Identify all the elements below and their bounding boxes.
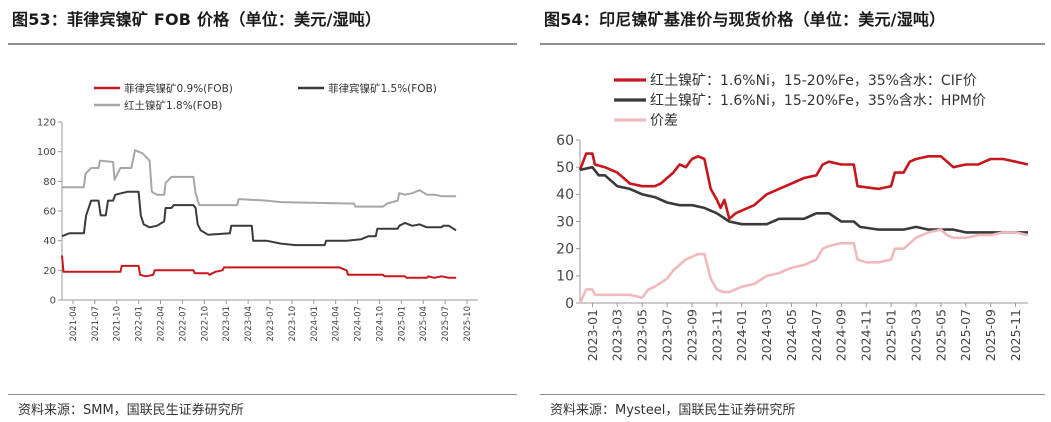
x-tick-label: 2022-01 [135,306,145,342]
x-tick-label: 2024-01 [734,309,749,361]
x-tick-label: 2022-07 [178,306,188,342]
x-tick-label: 2025-03 [908,309,923,361]
legend-label: 红土镍矿：1.6%Ni，15-20%Fe，35%含水：HPM价 [650,93,986,109]
figure-54-title: 图54：印尼镍矿基准价与现货价格（单位：美元/湿吨） [544,10,946,29]
title-divider [8,43,517,45]
series-line-2 [61,190,457,247]
y-tick-label: 10 [556,269,574,285]
x-tick-label: 2021-07 [91,306,101,342]
y-tick-label: 80 [43,177,56,188]
figure-53-source: 资料来源：SMM，国联民生证券研究所 [18,403,244,418]
figure-54-source: 资料来源：Mysteel，国联民生证券研究所 [550,403,796,418]
x-tick-label: 2025-09 [983,309,998,361]
series-line-1 [61,255,457,279]
source-divider [540,394,1045,395]
x-tick-label: 2023-01 [222,306,232,342]
x-tick-label: 2023-04 [244,306,254,342]
y-tick-label: 30 [556,214,574,230]
x-tick-label: 2023-09 [684,309,699,361]
x-tick-label: 2024-07 [354,306,364,342]
series-line-3 [62,149,457,208]
x-tick-label: 2023-05 [635,309,650,361]
title-divider [540,43,1045,45]
series-line-1 [578,152,1029,221]
y-tick-label: 40 [556,187,574,203]
y-tick-label: 60 [556,133,574,149]
indonesia-benchmark-spot-chart: 0 10 20 30 40 50 60 2023-01 2023-03 2023-05 2023-0… [556,73,1029,361]
series-line-2 [579,165,1028,234]
x-tick-label: 2024-04 [332,306,342,342]
y-tick-label: 100 [37,147,56,158]
x-tick-label: 2023-11 [709,309,724,361]
x-tick-label: 2023-03 [610,309,625,361]
philippines-fob-chart: 0 20 40 60 80 100 120 2021-04 2021-07 2021-10 2022… [37,82,478,342]
x-tick-label: 2022-04 [157,306,167,342]
y-tick-label: 120 [37,118,56,129]
x-tick-label: 2024-01 [310,306,320,342]
x-tick-label: 2023-10 [288,306,298,342]
x-tick-label: 2025-05 [933,309,948,361]
y-tick-label: 0 [565,296,574,312]
x-tick-label: 2024-09 [834,309,849,361]
y-tick-label: 60 [43,207,56,218]
legend-label: 菲律宾镍矿1.5%(FOB) [328,82,437,95]
x-tick-label: 2025-07 [958,309,973,361]
y-tick-label: 20 [43,266,56,277]
figure-53-title: 图53：菲律宾镍矿 FOB 价格（单位：美元/湿吨） [12,10,382,29]
legend-label: 红土镍矿1.8%(FOB) [124,99,222,112]
x-tick-label: 2025-01 [397,306,407,342]
legend-label: 红土镍矿：1.6%Ni，15-20%Fe，35%含水：CIF价 [650,73,977,89]
x-tick-label: 2023-07 [266,306,276,342]
x-tick-label: 2022-10 [200,306,210,342]
x-tick-label: 2025-10 [463,306,473,342]
x-tick-label: 2023-07 [659,309,674,361]
y-tick-label: 20 [556,242,574,258]
x-tick-label: 2021-04 [69,306,79,342]
x-tick-label: 2025-07 [441,306,451,342]
legend-label: 价差 [650,113,678,129]
x-tick-label: 2023-01 [585,309,600,361]
x-tick-label: 2025-01 [883,309,898,361]
x-tick-label: 2024-07 [809,309,824,361]
x-tick-label: 2024-05 [784,309,799,361]
legend-label: 菲律宾镍矿0.9%(FOB) [124,82,233,95]
x-tick-label: 2021-10 [113,306,123,342]
x-tick-label: 2024-10 [375,306,385,342]
x-tick-label: 2024-03 [759,309,774,361]
series-line-3 [578,228,1029,304]
x-tick-label: 2025-11 [1008,309,1023,361]
y-tick-label: 50 [556,160,574,176]
y-tick-label: 40 [43,236,56,247]
source-divider [8,394,517,395]
y-tick-label: 0 [50,296,56,307]
x-tick-label: 2025-04 [419,306,429,342]
x-tick-label: 2024-11 [859,309,874,361]
